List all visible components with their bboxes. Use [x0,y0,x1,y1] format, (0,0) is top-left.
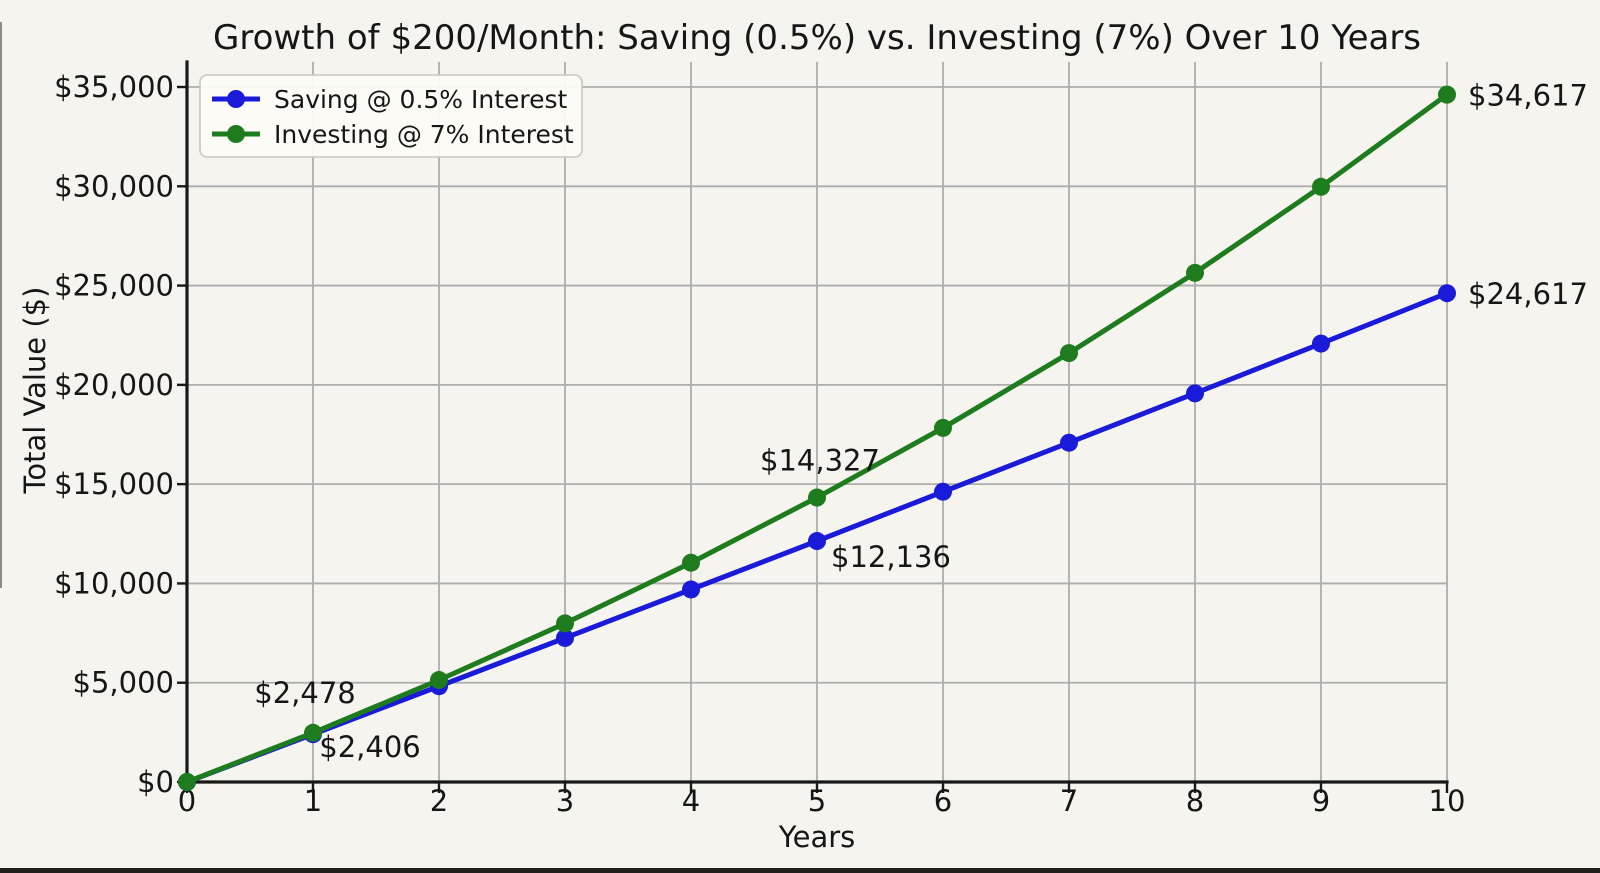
x-tick-label: 2 [430,784,448,818]
y-axis-label: Total Value ($) [18,287,52,495]
investing-marker [1186,263,1204,282]
y-tick-label: $5,000 [73,666,174,700]
legend-entry-investing: Investing @ 7% Interest [212,120,574,149]
series-investing [178,85,1456,791]
y-tick-label: $35,000 [54,70,174,104]
screen-edge-artifact-bottom [0,868,1600,873]
x-tick-label: 0 [178,784,196,818]
gridlines [186,62,1448,783]
x-tick-label: 4 [682,784,700,818]
x-tick-label: 6 [934,784,952,818]
investing-marker [304,723,322,742]
investing-marker [682,553,700,572]
investing-legend-marker [227,125,245,143]
y-axis: $0 $5,000 $10,000 $15,000 $20,000 $25,000 $30,… [54,70,187,799]
investing-marker [556,614,574,633]
saving-legend-marker [227,90,245,108]
y-tick-label: $25,000 [54,269,174,303]
annotations: $2,478 $2,406 $14,327 $12,136 $34,617 $24,617 [254,79,1588,765]
y-tick-label: $20,000 [54,368,174,402]
saving-marker [1186,384,1204,403]
x-tick-label: 1 [304,784,322,818]
y-tick-label: $10,000 [54,566,174,600]
saving-marker [682,580,700,599]
saving-marker [934,482,952,501]
x-tick-label: 10 [1429,784,1466,818]
x-axis: 0 1 2 3 4 5 6 7 8 9 10 [178,782,1466,818]
legend-entry-saving: Saving @ 0.5% Interest [212,85,568,114]
data-label: $2,406 [319,730,420,764]
data-label: $34,617 [1468,79,1588,113]
investing-marker [1312,177,1330,196]
saving-marker [808,532,826,551]
plot-area: 0 1 2 3 4 5 6 7 8 9 10 $0 $5,000 $10,000 $15,000 $20,00… [54,60,1588,818]
x-tick-label: 7 [1060,784,1078,818]
data-label: $24,617 [1468,277,1588,311]
saving-marker [1060,433,1078,452]
data-label: $2,478 [254,676,355,710]
investing-marker [430,671,448,690]
data-label: $14,327 [760,444,880,478]
y-tick-label: $30,000 [54,169,174,203]
y-tick-label: $15,000 [54,467,174,501]
saving-marker [1438,284,1456,303]
investing-marker [1438,85,1456,104]
x-tick-label: 5 [808,784,826,818]
x-tick-label: 9 [1312,784,1330,818]
legend: Saving @ 0.5% Interest Investing @ 7% In… [199,74,583,158]
saving-legend-label: Saving @ 0.5% Interest [274,85,568,114]
investing-legend-label: Investing @ 7% Interest [274,120,574,149]
investing-marker [178,773,196,791]
x-axis-label: Years [778,820,856,854]
screen-edge-artifact-left [0,22,2,588]
saving-marker [1312,334,1330,353]
chart-title: Growth of $200/Month: Saving (0.5%) vs. … [213,18,1421,58]
y-tick-label: $0 [137,765,174,799]
legend-box [199,74,583,158]
x-tick-label: 8 [1186,784,1204,818]
investing-marker [808,488,826,507]
data-label: $12,136 [831,540,951,574]
investing-marker [1060,344,1078,363]
x-tick-label: 3 [556,784,574,818]
investing-marker [934,418,952,437]
saving-marker [556,628,574,647]
